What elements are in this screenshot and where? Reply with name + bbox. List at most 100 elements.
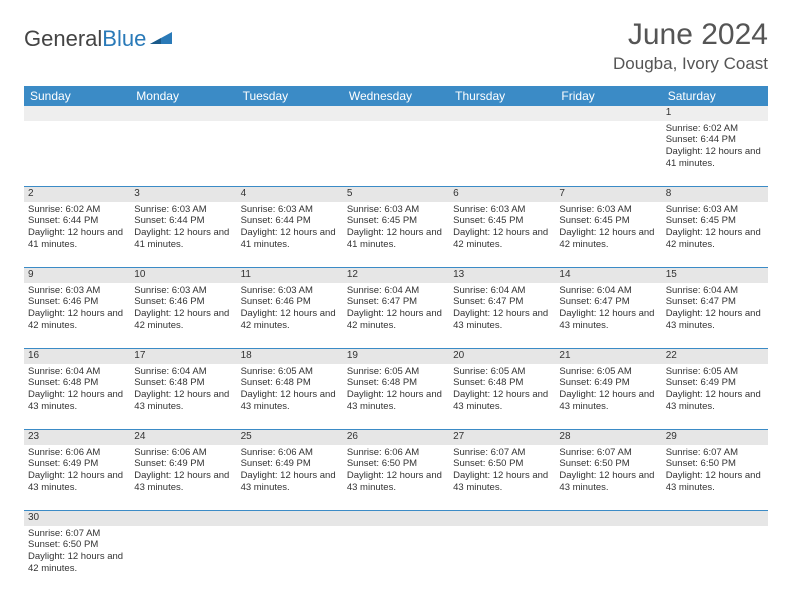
sunrise-text: Sunrise: 6:04 AM	[347, 285, 445, 297]
day-number-cell: 25	[237, 430, 343, 445]
sunrise-text: Sunrise: 6:04 AM	[134, 366, 232, 378]
day-cell	[237, 526, 343, 592]
day-number-cell: 20	[449, 349, 555, 364]
day-cell: Sunrise: 6:05 AMSunset: 6:49 PMDaylight:…	[555, 364, 661, 430]
sunset-text: Sunset: 6:45 PM	[453, 215, 551, 227]
day-number-cell: 29	[662, 430, 768, 445]
daylight-text: Daylight: 12 hours and 42 minutes.	[559, 227, 657, 251]
sunset-text: Sunset: 6:45 PM	[666, 215, 764, 227]
daylight-text: Daylight: 12 hours and 43 minutes.	[559, 389, 657, 413]
daylight-text: Daylight: 12 hours and 42 minutes.	[241, 308, 339, 332]
day-number-cell	[237, 106, 343, 121]
month-title: June 2024	[613, 18, 768, 52]
daynum-row: 9101112131415	[24, 268, 768, 283]
day-cell: Sunrise: 6:05 AMSunset: 6:48 PMDaylight:…	[449, 364, 555, 430]
day-number-cell: 16	[24, 349, 130, 364]
day-cell: Sunrise: 6:03 AMSunset: 6:45 PMDaylight:…	[555, 202, 661, 268]
sunset-text: Sunset: 6:48 PM	[241, 377, 339, 389]
calendar-body: 1Sunrise: 6:02 AMSunset: 6:44 PMDaylight…	[24, 106, 768, 592]
day-cell: Sunrise: 6:03 AMSunset: 6:44 PMDaylight:…	[237, 202, 343, 268]
sunset-text: Sunset: 6:47 PM	[666, 296, 764, 308]
title-block: June 2024 Dougba, Ivory Coast	[613, 18, 768, 74]
daylight-text: Daylight: 12 hours and 43 minutes.	[453, 389, 551, 413]
sunset-text: Sunset: 6:44 PM	[134, 215, 232, 227]
sunset-text: Sunset: 6:47 PM	[347, 296, 445, 308]
day-cell	[449, 526, 555, 592]
day-number-cell: 13	[449, 268, 555, 283]
daylight-text: Daylight: 12 hours and 43 minutes.	[28, 389, 126, 413]
day-cell: Sunrise: 6:03 AMSunset: 6:46 PMDaylight:…	[237, 283, 343, 349]
sunset-text: Sunset: 6:46 PM	[28, 296, 126, 308]
day-cell: Sunrise: 6:03 AMSunset: 6:46 PMDaylight:…	[130, 283, 236, 349]
day-number-cell: 1	[662, 106, 768, 121]
logo-text-1: General	[24, 26, 102, 51]
sunset-text: Sunset: 6:50 PM	[28, 539, 126, 551]
sunrise-text: Sunrise: 6:02 AM	[666, 123, 764, 135]
daylight-text: Daylight: 12 hours and 43 minutes.	[241, 470, 339, 494]
sunset-text: Sunset: 6:50 PM	[347, 458, 445, 470]
sunset-text: Sunset: 6:50 PM	[666, 458, 764, 470]
day-number-cell	[24, 106, 130, 121]
daylight-text: Daylight: 12 hours and 41 minutes.	[134, 227, 232, 251]
day-cell: Sunrise: 6:05 AMSunset: 6:48 PMDaylight:…	[343, 364, 449, 430]
day-number-cell: 8	[662, 187, 768, 202]
day-number-cell: 7	[555, 187, 661, 202]
sunrise-text: Sunrise: 6:05 AM	[453, 366, 551, 378]
sunrise-text: Sunrise: 6:03 AM	[28, 285, 126, 297]
sunrise-text: Sunrise: 6:06 AM	[347, 447, 445, 459]
day-number-cell: 14	[555, 268, 661, 283]
weekday-friday: Friday	[555, 86, 661, 106]
logo-text-2: Blue	[102, 26, 146, 51]
sunset-text: Sunset: 6:50 PM	[453, 458, 551, 470]
sunset-text: Sunset: 6:47 PM	[559, 296, 657, 308]
daylight-text: Daylight: 12 hours and 42 minutes.	[28, 551, 126, 575]
day-cell: Sunrise: 6:04 AMSunset: 6:48 PMDaylight:…	[24, 364, 130, 430]
day-number-cell: 5	[343, 187, 449, 202]
sunrise-text: Sunrise: 6:07 AM	[666, 447, 764, 459]
day-number-cell: 10	[130, 268, 236, 283]
day-number-cell: 24	[130, 430, 236, 445]
day-cell: Sunrise: 6:07 AMSunset: 6:50 PMDaylight:…	[449, 445, 555, 511]
daylight-text: Daylight: 12 hours and 43 minutes.	[453, 308, 551, 332]
day-cell: Sunrise: 6:04 AMSunset: 6:47 PMDaylight:…	[343, 283, 449, 349]
day-cell: Sunrise: 6:03 AMSunset: 6:46 PMDaylight:…	[24, 283, 130, 349]
daynum-row: 1	[24, 106, 768, 121]
daylight-text: Daylight: 12 hours and 42 minutes.	[28, 308, 126, 332]
sunset-text: Sunset: 6:48 PM	[28, 377, 126, 389]
sunrise-text: Sunrise: 6:02 AM	[28, 204, 126, 216]
day-number-cell: 15	[662, 268, 768, 283]
sunrise-text: Sunrise: 6:04 AM	[28, 366, 126, 378]
daylight-text: Daylight: 12 hours and 41 minutes.	[28, 227, 126, 251]
day-cell: Sunrise: 6:03 AMSunset: 6:45 PMDaylight:…	[662, 202, 768, 268]
day-number-cell: 9	[24, 268, 130, 283]
day-number-cell: 6	[449, 187, 555, 202]
day-cell	[343, 526, 449, 592]
day-cell	[555, 526, 661, 592]
day-cell	[24, 121, 130, 187]
sunset-text: Sunset: 6:46 PM	[134, 296, 232, 308]
header: GeneralBlue June 2024 Dougba, Ivory Coas…	[24, 18, 768, 74]
day-cell	[343, 121, 449, 187]
day-cell: Sunrise: 6:02 AMSunset: 6:44 PMDaylight:…	[662, 121, 768, 187]
day-number-cell: 2	[24, 187, 130, 202]
day-cell: Sunrise: 6:04 AMSunset: 6:47 PMDaylight:…	[449, 283, 555, 349]
week-row: Sunrise: 6:07 AMSunset: 6:50 PMDaylight:…	[24, 526, 768, 592]
daylight-text: Daylight: 12 hours and 43 minutes.	[666, 308, 764, 332]
daynum-row: 23242526272829	[24, 430, 768, 445]
week-row: Sunrise: 6:03 AMSunset: 6:46 PMDaylight:…	[24, 283, 768, 349]
daylight-text: Daylight: 12 hours and 42 minutes.	[666, 227, 764, 251]
day-number-cell	[449, 511, 555, 526]
sunrise-text: Sunrise: 6:05 AM	[241, 366, 339, 378]
day-number-cell: 4	[237, 187, 343, 202]
daylight-text: Daylight: 12 hours and 42 minutes.	[347, 308, 445, 332]
sunset-text: Sunset: 6:48 PM	[134, 377, 232, 389]
sunrise-text: Sunrise: 6:03 AM	[134, 285, 232, 297]
sunset-text: Sunset: 6:49 PM	[666, 377, 764, 389]
daylight-text: Daylight: 12 hours and 42 minutes.	[134, 308, 232, 332]
day-cell: Sunrise: 6:05 AMSunset: 6:49 PMDaylight:…	[662, 364, 768, 430]
sunrise-text: Sunrise: 6:07 AM	[28, 528, 126, 540]
daylight-text: Daylight: 12 hours and 43 minutes.	[666, 389, 764, 413]
sunrise-text: Sunrise: 6:06 AM	[134, 447, 232, 459]
sunrise-text: Sunrise: 6:06 AM	[28, 447, 126, 459]
day-cell	[130, 526, 236, 592]
